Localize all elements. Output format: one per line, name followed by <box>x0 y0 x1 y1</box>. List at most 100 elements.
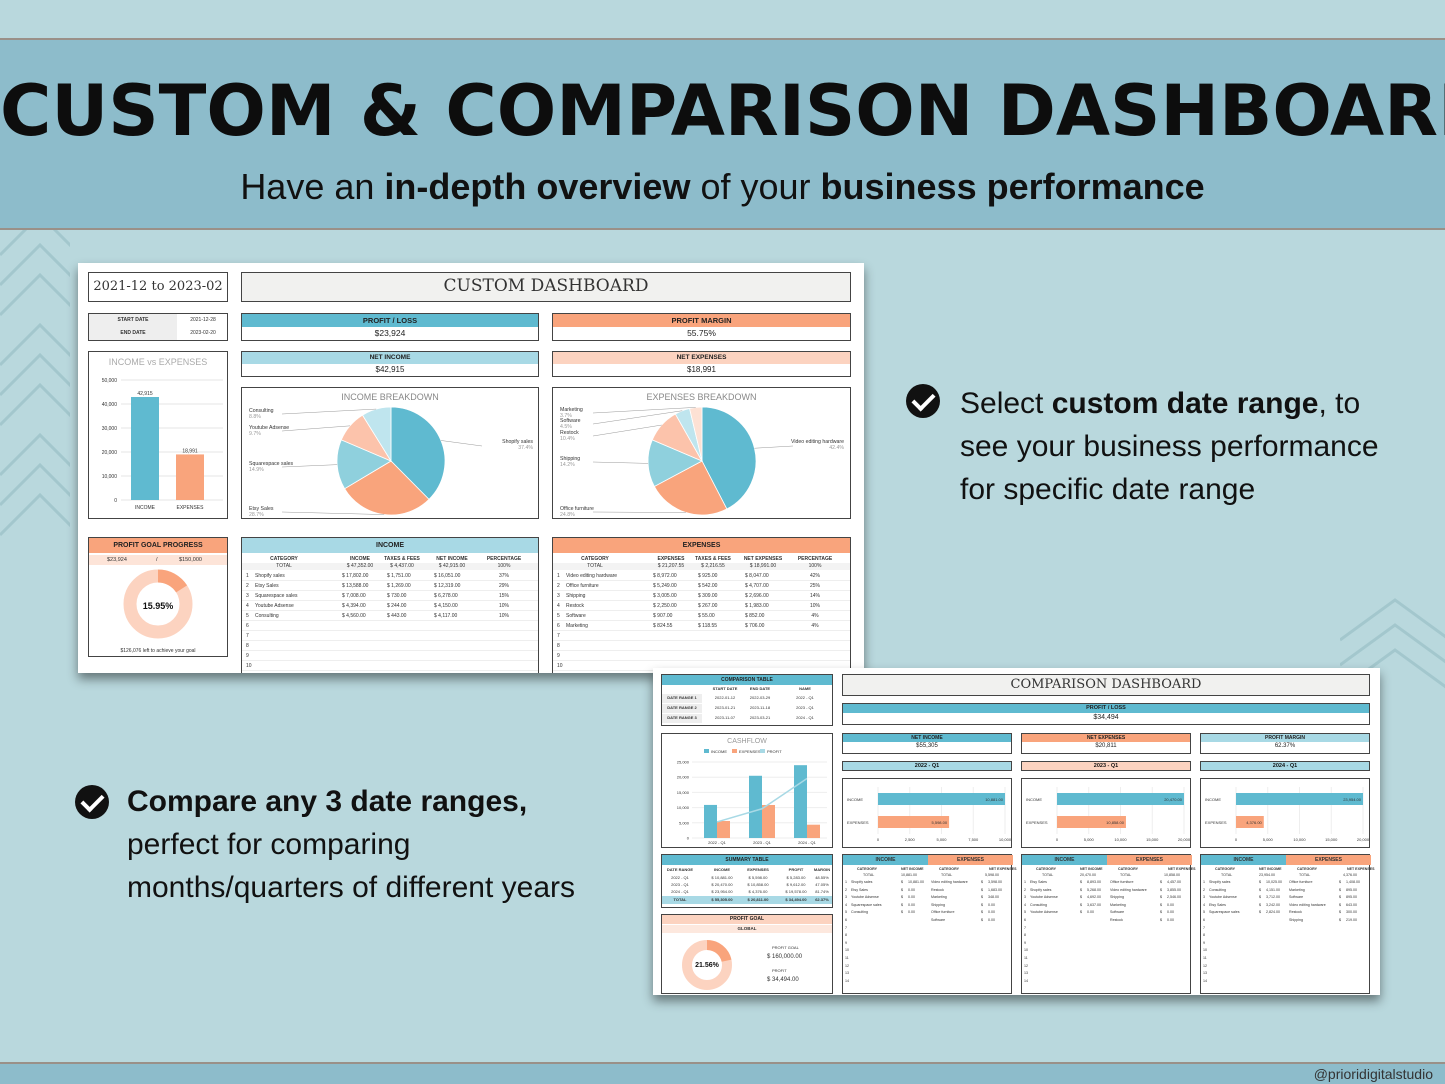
net-income-card: NET INCOME $42,915 <box>241 351 539 377</box>
cashflow-chart: CASHFLOW INCOME EXPENSES PROFIT 25,000 20,00… <box>661 733 833 848</box>
mini-cell: 348.00 <box>988 895 999 900</box>
column-header: INCOME <box>714 867 730 872</box>
table-cell: 14% <box>809 593 821 599</box>
table-cell: $ 4,117.00 <box>434 613 458 619</box>
y-tick-label: 40,000 <box>102 402 118 408</box>
table-cell: Software <box>566 613 586 619</box>
mini-cell: Restock <box>1110 918 1123 922</box>
total-cell: $ 2,216.55 <box>701 563 725 569</box>
mini-cell: $ <box>901 880 903 884</box>
pie-pct: 8.8% <box>249 414 261 420</box>
mini-cell: 895.00 <box>1346 887 1357 892</box>
mini-cell: $ <box>1160 880 1162 884</box>
table-cell: $ 5,283.00 <box>786 875 806 880</box>
total-cell: $ 21,207.55 <box>657 563 685 569</box>
mini-header: CATEGORY <box>1297 867 1317 871</box>
mini-col-income: INCOME <box>1201 855 1286 865</box>
row-number: 13 <box>845 971 849 976</box>
column-header: CATEGORY <box>270 556 298 562</box>
table-cell: $ 4,376.00 <box>748 889 768 894</box>
row-number: 14 <box>1024 978 1028 983</box>
total-cell: $ 4,437.00 <box>390 563 414 569</box>
comparison-net-income: NET INCOME $55,305 <box>842 733 1012 754</box>
legend-swatch <box>704 749 709 753</box>
x-tick-label: 20,000 <box>1178 837 1190 842</box>
column-header: PERCENTAGE <box>797 556 833 562</box>
mini-cell: Office furniture <box>1110 880 1134 884</box>
leader-line <box>281 464 338 468</box>
row-divider <box>553 630 850 631</box>
pie-label: Consulting <box>249 408 274 414</box>
row-number: 6 <box>1203 918 1205 922</box>
y-tick-label: 30,000 <box>102 426 118 432</box>
column-header: PERCENTAGE <box>486 556 522 562</box>
table-cell: 2023-01-21 <box>714 705 736 710</box>
table-cell: $ 4,394.00 <box>342 603 366 609</box>
row-number: 2 <box>845 887 847 892</box>
mini-cell: $ <box>981 902 983 907</box>
mini-cell: 3,637.00 <box>1087 902 1101 907</box>
end-date-input[interactable]: 2023-02-20 <box>190 330 216 336</box>
table-cell: DATE RANGE 3 <box>667 715 697 720</box>
row-number: 10 <box>845 948 849 953</box>
mini-col-expenses: EXPENSES <box>1286 855 1371 865</box>
x-tick-label: 2024 - Q1 <box>798 840 817 845</box>
table-cell: $ 309.00 <box>698 593 718 599</box>
mini-total-label: TOTAL <box>941 873 953 877</box>
mini-cell: $ <box>1339 902 1341 907</box>
row-number: 6 <box>1024 918 1026 922</box>
cashflow-profit-line <box>716 777 808 823</box>
column-header: EXPENSES <box>657 556 685 562</box>
mini-expense-total: 4,376.00 <box>1343 873 1357 877</box>
mini-cell: $ <box>1259 902 1261 907</box>
page-title: CUSTOM & COMPARISON DASHBOARD <box>0 70 1445 152</box>
row-divider <box>242 590 538 591</box>
table-cell: 1 <box>246 573 249 579</box>
period-expense-bar <box>1057 816 1126 828</box>
row-number: 14 <box>845 978 849 983</box>
row-number: 1 <box>1203 880 1205 884</box>
mini-cell: Youtube Adsense <box>1030 895 1058 900</box>
start-date-input[interactable]: 2021-12-28 <box>190 317 216 323</box>
pie-slice <box>344 460 430 516</box>
comparison-profit-margin: PROFIT MARGIN 62.37% <box>1200 733 1370 754</box>
pie-pct: 28.7% <box>249 512 264 518</box>
comparison-profit-goal: PROFIT GOAL GLOBAL 21.56% PROFIT GOAL $ … <box>661 914 833 994</box>
mini-header: CATEGORY <box>1215 867 1235 871</box>
leader-line <box>440 440 483 447</box>
table-cell: 2023-11-18 <box>749 705 771 710</box>
bar-value-label: 5,598.00 <box>932 820 948 825</box>
table-cell: 10% <box>498 613 510 619</box>
table-cell: 3 <box>557 593 560 599</box>
row-number: 3 <box>845 895 847 900</box>
table-cell: $ 267.00 <box>698 603 718 609</box>
row-number: 11 <box>1024 956 1028 960</box>
column-header: START DATE <box>712 686 738 691</box>
total-cell: $ 20,811.00 <box>747 897 769 902</box>
row-number: 11 <box>845 956 849 960</box>
period-income-bar <box>878 793 1005 805</box>
row-number: 4 <box>1024 902 1026 907</box>
custom-dashboard-title: CUSTOM DASHBOARD <box>241 272 851 302</box>
mini-cell: 300.00 <box>1346 910 1357 915</box>
pie-label: Office furniture <box>560 506 594 512</box>
bar-value-label: 42,915 <box>137 391 153 397</box>
column-header: END DATE <box>749 686 771 691</box>
cashflow-income-bar <box>749 775 762 838</box>
period-expense-bar <box>878 816 950 828</box>
table-cell: 47.05% <box>815 882 829 887</box>
mini-header: NET EXPENSES <box>1168 867 1196 871</box>
mini-cell: Video editing hardware <box>1110 887 1147 892</box>
x-tick-label: 2022 - Q1 <box>708 840 727 845</box>
bar-category-label: INCOME <box>847 797 863 802</box>
table-cell: $ 12,319.00 <box>434 583 461 589</box>
table-cell: Squarespace sales <box>255 593 298 599</box>
mini-expense-total: 10,858.00 <box>1164 873 1180 877</box>
row-number: 3 <box>1203 895 1205 900</box>
table-cell: 2023-11-07 <box>714 715 736 720</box>
comparison-profit-loss: PROFIT / LOSS $34,494 <box>842 703 1370 725</box>
table-cell: 2023 - Q1 <box>796 705 814 710</box>
pie-label: Squarespace sales <box>249 461 294 467</box>
row-number: 10 <box>1024 948 1028 953</box>
